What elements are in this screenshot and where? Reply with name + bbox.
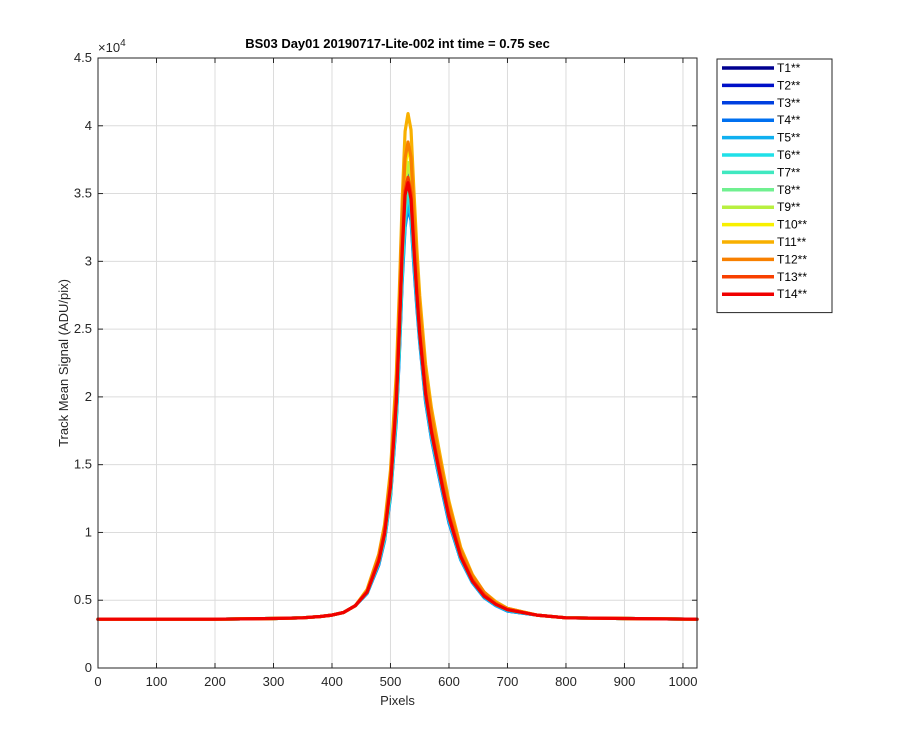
legend-label: T3**	[777, 96, 801, 110]
legend-label: T10**	[777, 218, 807, 232]
chart-title: BS03 Day01 20190717-Lite-002 int time = …	[245, 36, 550, 51]
x-tick-label: 200	[204, 674, 226, 689]
x-tick-label: 600	[438, 674, 460, 689]
x-axis-label: Pixels	[380, 693, 415, 708]
legend-label: T9**	[777, 200, 801, 214]
legend-label: T6**	[777, 148, 801, 162]
legend-label: T4**	[777, 113, 801, 127]
x-tick-label: 1000	[669, 674, 698, 689]
axes-box	[97, 57, 698, 669]
series-group	[96, 111, 699, 621]
legend-label: T8**	[777, 183, 801, 197]
y-tick-label: 3.5	[74, 186, 92, 201]
y-axis-exponent: ×104	[98, 38, 126, 55]
legend-label: T12**	[777, 252, 807, 266]
x-tick-label: 100	[146, 674, 168, 689]
legend-label: T14**	[777, 287, 807, 301]
x-tick-label: 700	[497, 674, 519, 689]
y-tick-label: 0	[85, 660, 92, 675]
legend-label: T2**	[777, 78, 801, 92]
legend-label: T7**	[777, 165, 801, 179]
x-tick-label: 0	[94, 674, 101, 689]
x-tick-label: 300	[263, 674, 285, 689]
legend: T1** T2** T3** T4** T5** T6** T7** T8** T9** T10*…	[716, 58, 833, 314]
y-tick-label: 4	[85, 118, 92, 133]
x-tick-label: 900	[614, 674, 636, 689]
x-tick-label: 800	[555, 674, 577, 689]
ticks: 0 100 200 300 400 500 600 700 800 900 1000 0 0.5 1 1.5…	[74, 50, 698, 689]
y-axis-exponent-base: ×10	[98, 40, 120, 55]
y-tick-label: 0.5	[74, 592, 92, 607]
legend-label: T11**	[777, 235, 806, 249]
legend-label: T13**	[777, 270, 807, 284]
y-tick-label: 3	[85, 253, 92, 268]
legend-label: T1**	[777, 61, 801, 75]
legend-box	[716, 58, 833, 314]
series-line	[96, 181, 699, 621]
legend-label: T5**	[777, 131, 801, 145]
y-tick-label: 4.5	[74, 50, 92, 65]
y-tick-label: 2.5	[74, 321, 92, 336]
y-tick-label: 2	[85, 389, 92, 404]
y-tick-label: 1	[85, 524, 92, 539]
x-tick-label: 400	[321, 674, 343, 689]
y-axis-label: Track Mean Signal (ADU/pix)	[56, 279, 71, 447]
x-tick-label: 500	[380, 674, 402, 689]
y-axis-exponent-power: 4	[120, 38, 126, 49]
y-tick-label: 1.5	[74, 457, 92, 472]
